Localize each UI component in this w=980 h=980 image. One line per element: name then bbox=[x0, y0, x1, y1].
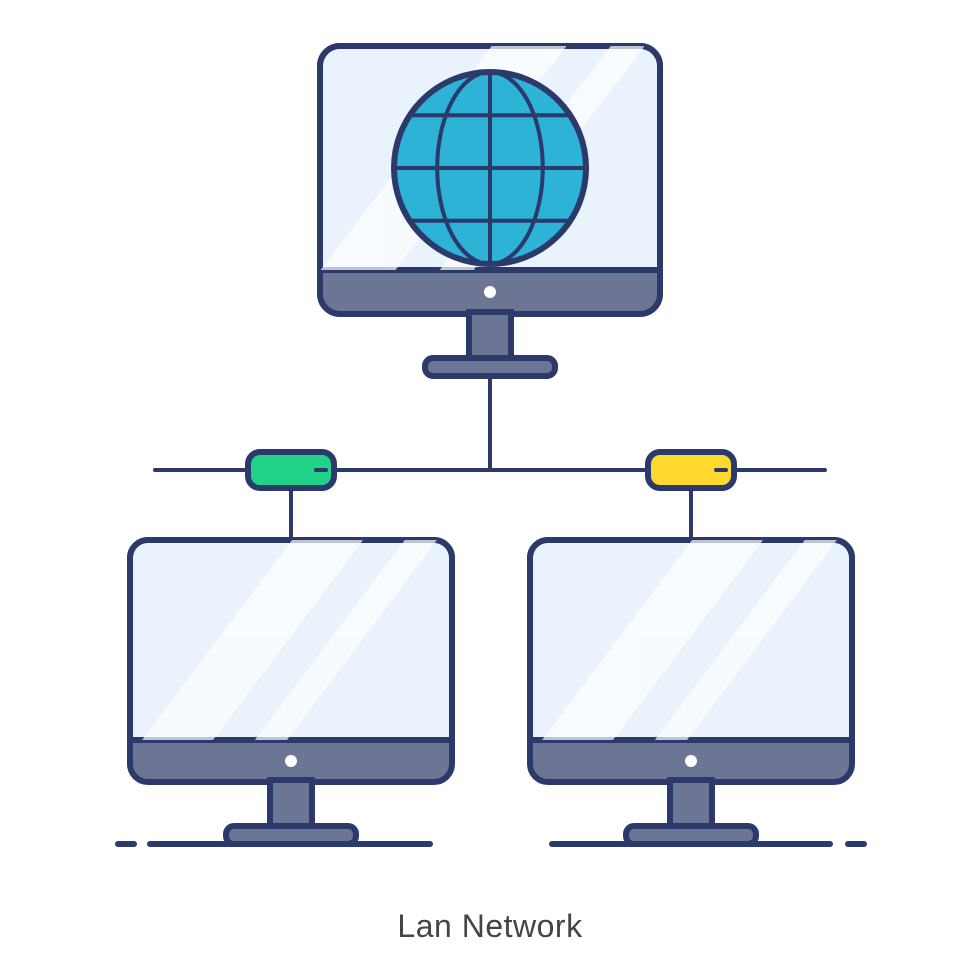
diagram-caption: Lan Network bbox=[0, 908, 980, 945]
connector-left bbox=[248, 452, 334, 488]
monitor-left bbox=[127, 520, 452, 844]
globe-icon bbox=[394, 72, 586, 264]
lan-network-diagram: Lan Network bbox=[0, 0, 980, 980]
connector-right bbox=[648, 452, 734, 488]
monitor-main bbox=[305, 26, 660, 376]
diagram-svg bbox=[0, 0, 980, 980]
monitor-right bbox=[527, 520, 852, 844]
